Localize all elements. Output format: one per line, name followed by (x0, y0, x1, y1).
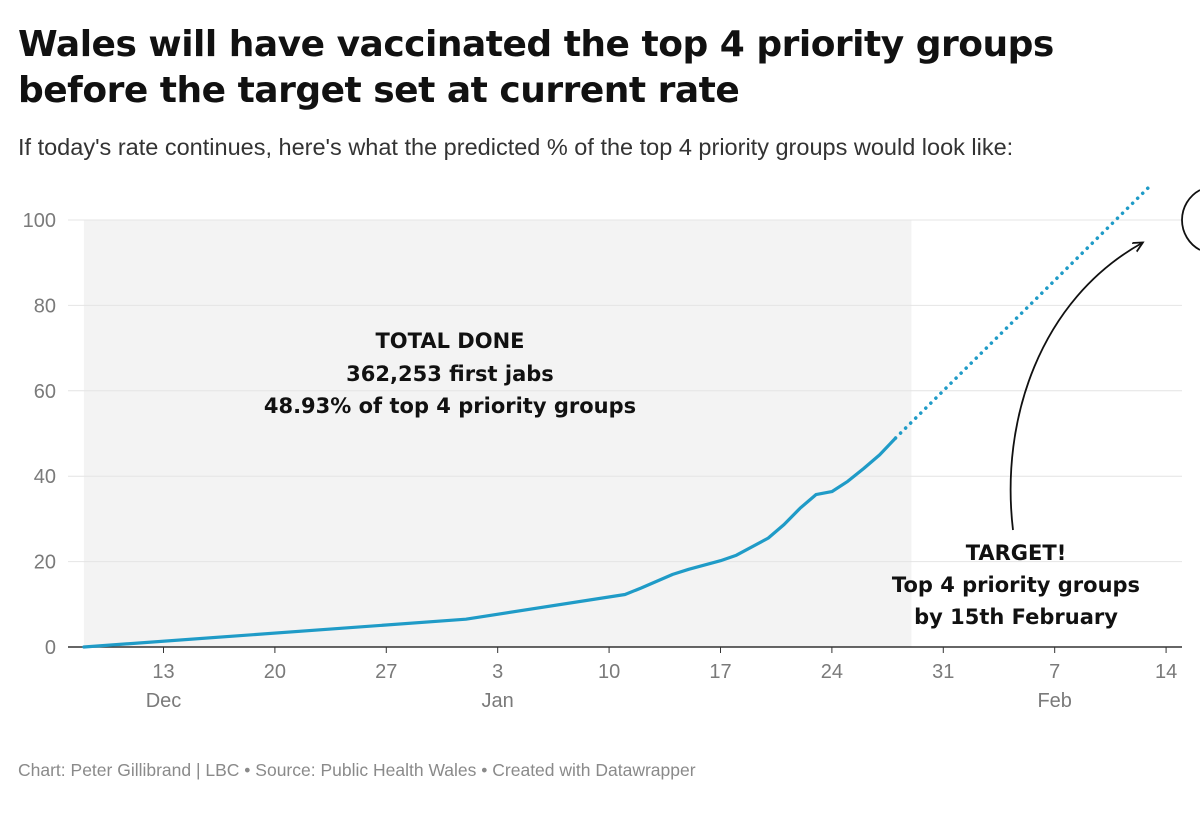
x-tick-label-2021-01-17: 17 (709, 661, 731, 683)
target-annotation-groups: Top 4 priority groups (892, 573, 1140, 597)
x-tick-sublabel-2021-01-03: Jan (482, 690, 514, 712)
x-tick-label-2021-01-03: 3 (492, 661, 503, 683)
gridlines (68, 219, 1182, 563)
x-tick-label-2021-01-24: 24 (821, 661, 843, 683)
x-tick-label-2021-02-07: 7 (1049, 661, 1060, 683)
series-line-dotted-1 (893, 184, 1152, 440)
y-tick-label-20: 20 (34, 552, 56, 574)
series-lines (82, 184, 1152, 649)
x-tick-sublabel-2021-02-07: Feb (1037, 690, 1071, 712)
x-axis: 13 Dec 20 27 3 Jan 10 17 24 31 7 Feb 14 (146, 647, 1177, 712)
target-annotation-heading: TARGET! (966, 541, 1067, 565)
x-tick-label-2021-01-31: 31 (932, 661, 954, 683)
x-tick-label-2020-12-20: 20 (264, 661, 286, 683)
x-tick-label-2020-12-13: 13 (152, 661, 174, 683)
chart-title: Wales will have vaccinated the top 4 pri… (18, 24, 1054, 111)
y-tick-label-0: 0 (45, 637, 56, 659)
x-tick-sublabel-2020-12-13: Dec (146, 690, 182, 712)
x-tick-label-2021-02-14: 14 (1155, 661, 1177, 683)
target-arrow (1009, 243, 1142, 531)
target-annotation-date: by 15th February (914, 605, 1118, 629)
y-axis: 0 20 40 60 80 100 (23, 210, 56, 659)
target-circle (1181, 189, 1200, 251)
y-tick-label-40: 40 (34, 466, 56, 488)
chart-subtitle: If today's rate continues, here's what t… (18, 134, 1014, 160)
y-tick-label-60: 60 (34, 381, 56, 403)
chart-footer: Chart: Peter Gillibrand | LBC • Source: … (18, 760, 696, 780)
series-line-solid-0 (82, 436, 898, 649)
x-tick-label-2021-01-10: 10 (598, 661, 620, 683)
done-annotation-percent: 48.93% of top 4 priority groups (264, 394, 636, 418)
y-tick-label-80: 80 (34, 295, 56, 317)
done-annotation-jabs: 362,253 first jabs (346, 362, 554, 386)
shaded-done-region (83, 220, 912, 647)
x-tick-label-2020-12-27: 27 (375, 661, 397, 683)
y-tick-label-100: 100 (23, 210, 56, 232)
done-annotation-heading: TOTAL DONE (375, 329, 524, 353)
